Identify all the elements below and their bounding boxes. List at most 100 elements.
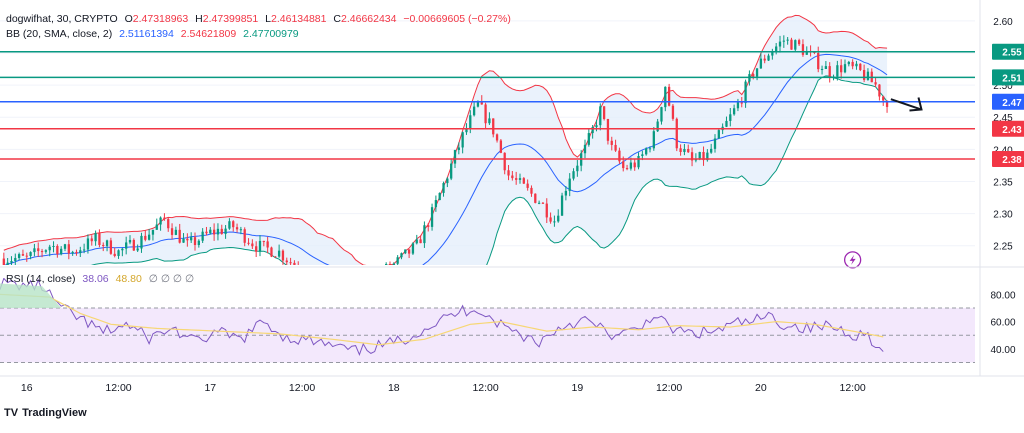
candle-body bbox=[797, 40, 801, 45]
candle-body bbox=[419, 239, 422, 244]
time-tick-label: 20 bbox=[755, 382, 767, 394]
candle-body bbox=[690, 152, 694, 161]
trend-arrow-shaft bbox=[890, 98, 922, 111]
candle-body bbox=[332, 279, 334, 287]
candle-body bbox=[212, 229, 216, 235]
candle-body bbox=[687, 148, 690, 153]
high-value: 2.47399851 bbox=[202, 13, 259, 25]
candle-body bbox=[358, 278, 360, 288]
candle-body bbox=[610, 140, 613, 145]
candle-body bbox=[186, 238, 189, 241]
candle-body bbox=[736, 102, 740, 109]
candle-body bbox=[351, 283, 353, 288]
rsi-overbought-fill bbox=[0, 283, 65, 308]
candle-body bbox=[744, 81, 747, 104]
candle-body bbox=[530, 187, 533, 194]
rsi-value: 38.06 bbox=[82, 273, 109, 285]
candle-body bbox=[859, 63, 862, 70]
candle-body bbox=[587, 133, 590, 145]
high-label: H bbox=[195, 13, 203, 25]
candle-body bbox=[82, 249, 86, 251]
candle-body bbox=[717, 130, 720, 139]
candle-body bbox=[545, 203, 548, 218]
candle-body bbox=[755, 68, 759, 77]
candle-body bbox=[56, 245, 59, 255]
candle-body bbox=[370, 277, 372, 282]
level-tag bbox=[992, 43, 1024, 60]
time-tick-label: 12:00 bbox=[289, 382, 315, 394]
rsi-tick-label: 40.00 bbox=[990, 345, 1015, 356]
candle-body bbox=[86, 238, 90, 250]
candle-body bbox=[301, 272, 303, 276]
candle-body bbox=[472, 106, 476, 116]
candle-body bbox=[98, 233, 101, 245]
candle-body bbox=[71, 251, 74, 254]
low-label: L bbox=[265, 13, 272, 25]
level-tag bbox=[992, 150, 1024, 167]
time-tick-label: 17 bbox=[204, 382, 216, 394]
candle-body bbox=[209, 229, 212, 234]
candle-body bbox=[553, 221, 556, 223]
candle-body bbox=[430, 207, 434, 227]
candle-body bbox=[381, 272, 383, 273]
candle-body bbox=[450, 163, 453, 179]
candle-body bbox=[377, 272, 379, 282]
candle-body bbox=[702, 151, 705, 161]
candle-body bbox=[645, 148, 648, 155]
candle-body bbox=[480, 101, 483, 105]
candle-body bbox=[648, 148, 652, 150]
candle-body bbox=[40, 251, 44, 253]
candle-body bbox=[549, 217, 552, 222]
candle-body bbox=[243, 229, 246, 243]
price-legend: dogwifhat, 30, CRYPTO O2.47318963 H2.473… bbox=[6, 13, 515, 25]
candle-body bbox=[759, 58, 763, 69]
candle-body bbox=[258, 240, 262, 252]
candle-body bbox=[396, 257, 399, 264]
candle-body bbox=[190, 237, 193, 241]
candle-body bbox=[602, 106, 606, 120]
candle-body bbox=[507, 170, 510, 176]
bb-lower-line bbox=[90, 75, 888, 265]
candle-body bbox=[652, 131, 655, 149]
candle-body bbox=[790, 39, 793, 50]
candle-body bbox=[33, 248, 36, 253]
candle-body bbox=[683, 148, 686, 152]
candle-body bbox=[423, 225, 426, 244]
candle-body bbox=[694, 159, 698, 161]
candle-body bbox=[541, 202, 545, 204]
bb-upper-value: 2.54621809 bbox=[180, 28, 237, 40]
tradingview-logo[interactable]: TV TradingView bbox=[4, 407, 87, 419]
candle-body bbox=[713, 138, 717, 149]
candle-body bbox=[583, 144, 587, 154]
candle-body bbox=[629, 162, 633, 169]
candle-body bbox=[434, 200, 438, 208]
candle-body bbox=[671, 105, 675, 119]
bb-basis-line bbox=[4, 53, 888, 265]
candle-body bbox=[305, 276, 307, 279]
candle-body bbox=[277, 250, 281, 257]
candle-body bbox=[309, 279, 311, 280]
candle-body bbox=[274, 256, 277, 258]
candle-body bbox=[752, 74, 755, 77]
candle-body bbox=[48, 246, 51, 251]
candle-body bbox=[182, 238, 185, 243]
candle-body bbox=[767, 55, 770, 61]
candle-body bbox=[247, 242, 250, 244]
candle-body bbox=[855, 63, 858, 67]
candle-body bbox=[400, 253, 403, 258]
candle-body bbox=[457, 147, 460, 151]
candle-body bbox=[415, 239, 418, 244]
level-tag bbox=[992, 93, 1024, 110]
candle-body bbox=[174, 229, 178, 235]
candle-body bbox=[407, 249, 411, 254]
candle-body bbox=[801, 44, 805, 55]
candle-body bbox=[316, 273, 318, 276]
candle-body bbox=[614, 144, 617, 151]
close-label: C bbox=[333, 13, 342, 25]
candle-body bbox=[144, 235, 147, 240]
candle-body bbox=[465, 128, 468, 133]
candle-body bbox=[786, 39, 789, 41]
candle-body bbox=[732, 108, 736, 115]
candle-body bbox=[109, 240, 113, 254]
